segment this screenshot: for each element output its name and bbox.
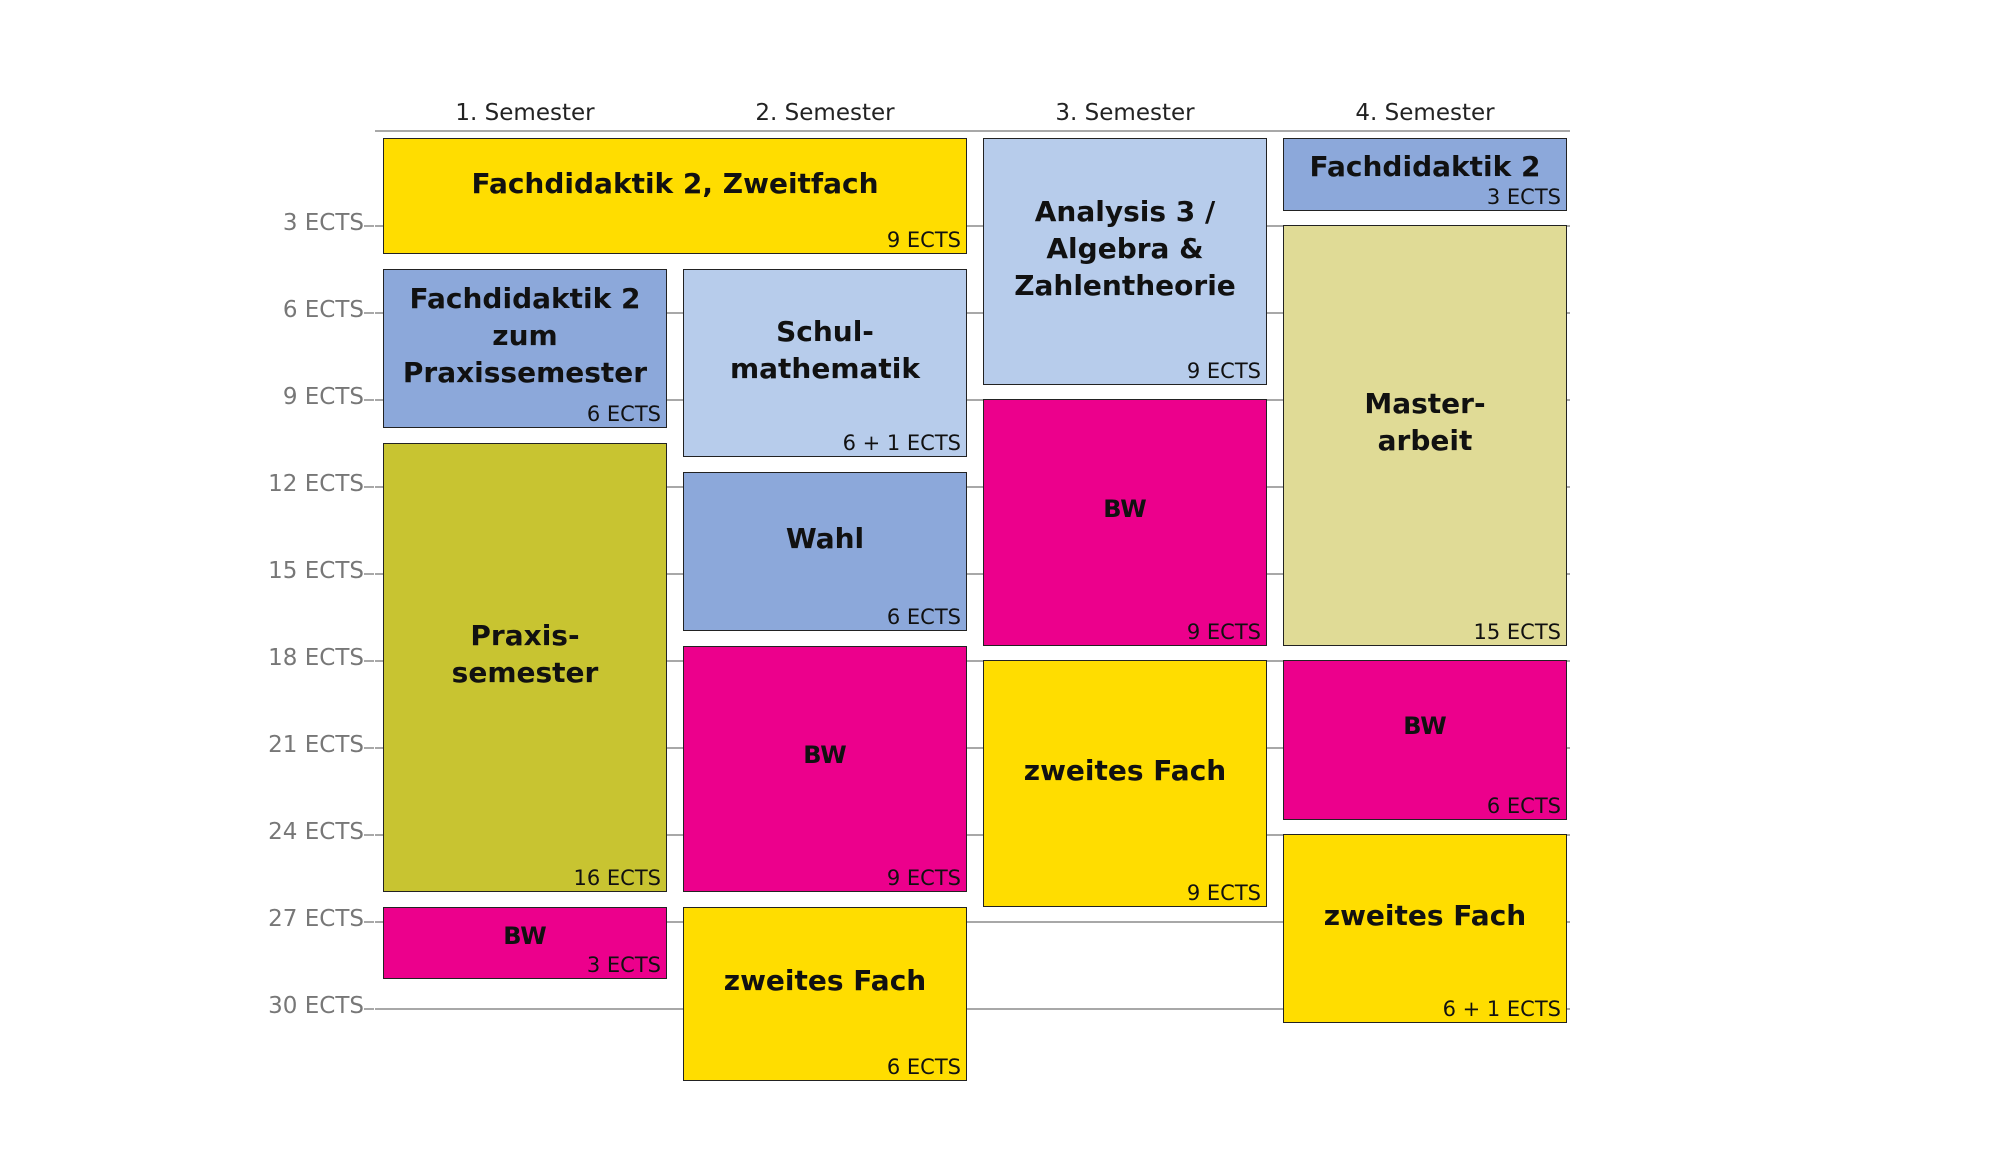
module-box: Fachdidaktik 2 zum Praxissemester 6 ECTS [383,268,667,428]
header-rule [375,130,1570,132]
gridline-6 [375,312,1570,314]
module-title: BW [1403,712,1447,741]
tick-mark-18 [364,660,374,662]
gridline-24 [375,834,1570,836]
tick-mark-30 [364,1008,374,1010]
module-ects: 3 ECTS [1486,184,1561,209]
module-box: zweites Fach 6 ECTS [683,906,967,1081]
module-ects: 9 ECTS [886,866,961,890]
semester-label-3: 3. Semester [1055,100,1195,126]
module-ects: 6 ECTS [886,605,961,629]
module-ects: 6 ECTS [886,1054,961,1079]
tick-mark-6 [364,312,374,314]
module-box: BW 3 ECTS [383,906,667,979]
module-ects: 16 ECTS [573,866,662,890]
semester-label-1: 1. Semester [455,100,595,126]
tick-label-9: 9 ECTS [282,384,364,410]
module-ects: 6 + 1 ECTS [1442,996,1561,1021]
tick-mark-12 [364,486,374,488]
module-title: Fachdidaktik 2, Zweitfach [471,166,879,200]
module-box: BW 9 ECTS [983,399,1267,646]
gridline-15 [375,573,1570,575]
semester-label-4: 4. Semester [1355,100,1495,126]
module-title: BW [1103,494,1147,523]
tick-label-27: 27 ECTS [268,906,364,932]
module-box: zweites Fach 6 + 1 ECTS [1283,834,1567,1023]
module-box: Praxis- semester 16 ECTS [383,442,667,892]
tick-mark-15 [364,573,374,575]
gridline-27 [375,921,1570,923]
tick-label-6: 6 ECTS [282,297,364,323]
module-box: Wahl 6 ECTS [683,471,967,631]
semester-label-2: 2. Semester [755,100,895,126]
module-title: BW [503,921,547,950]
tick-mark-3 [364,225,374,227]
module-ects: 6 ECTS [1486,793,1561,818]
module-ects: 9 ECTS [1186,880,1261,905]
module-box: zweites Fach 9 ECTS [983,660,1267,907]
module-title: zweites Fach [1023,753,1227,787]
tick-label-3: 3 ECTS [282,210,364,236]
module-ects: 9 ECTS [886,228,961,252]
module-title: zweites Fach [1323,898,1527,932]
module-title: Analysis 3 / Algebra & Zahlentheorie [1014,194,1236,302]
module-ects: 6 + 1 ECTS [842,431,961,455]
gridline-9 [375,399,1570,401]
tick-label-15: 15 ECTS [268,558,364,584]
module-ects: 6 ECTS [586,402,661,426]
tick-label-12: 12 ECTS [268,471,364,497]
module-ects: 9 ECTS [1186,358,1261,383]
tick-mark-24 [364,834,374,836]
module-title: Wahl [785,521,865,555]
module-box: Master- arbeit 15 ECTS [1283,225,1567,646]
tick-label-18: 18 ECTS [268,645,364,671]
module-ects: 15 ECTS [1473,619,1562,644]
module-title: BW [803,741,847,770]
gridline-3 [375,225,1570,227]
tick-mark-21 [364,747,374,749]
module-title: Master- arbeit [1364,387,1486,458]
tick-label-30: 30 ECTS [268,993,364,1019]
module-ects: 3 ECTS [586,953,661,977]
module-title: Fachdidaktik 2 zum Praxissemester [402,281,648,389]
module-box: BW 6 ECTS [1283,660,1567,820]
module-box: Schul- mathematik 6 + 1 ECTS [683,268,967,457]
gridline-30 [375,1008,1570,1010]
gridline-18 [375,660,1570,662]
module-box: Fachdidaktik 2, Zweitfach 9 ECTS [383,138,967,254]
module-title: Praxis- semester [451,619,599,690]
module-ects: 9 ECTS [1186,619,1261,644]
tick-mark-27 [364,921,374,923]
gridline-12 [375,486,1570,488]
module-title: zweites Fach [723,964,927,997]
tick-label-21: 21 ECTS [268,732,364,758]
tick-label-24: 24 ECTS [268,819,364,845]
module-title: Schul- mathematik [729,314,921,385]
gridline-21 [375,747,1570,749]
module-title: Fachdidaktik 2 [1309,150,1541,184]
tick-mark-9 [364,399,374,401]
module-box: BW 9 ECTS [683,645,967,892]
module-box: Analysis 3 / Algebra & Zahlentheorie 9 EC… [983,138,1267,385]
